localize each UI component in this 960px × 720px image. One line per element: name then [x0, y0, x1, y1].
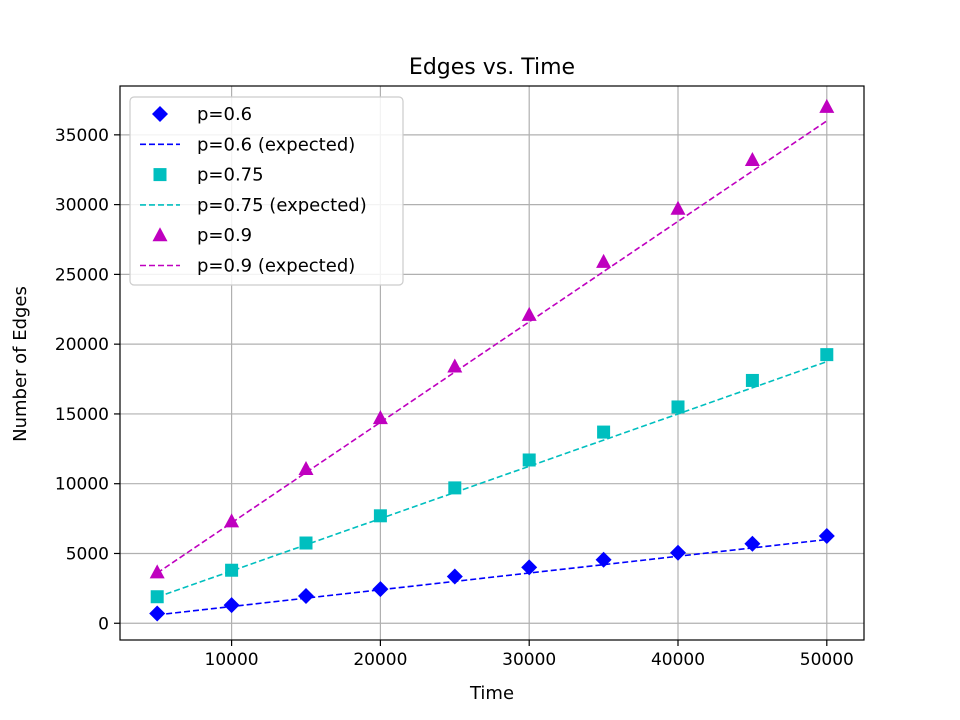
series-p-0-6-expected	[157, 538, 827, 616]
y-tick-label: 10000	[55, 475, 109, 495]
y-tick-label: 0	[98, 614, 109, 634]
axis-ticks: 10000 20000 30000 40000 50000 0 5000 10000 15000…	[55, 126, 854, 670]
series-layer	[149, 98, 835, 622]
data-point	[372, 410, 388, 425]
plot-frame	[119, 85, 865, 641]
y-axis-label: Number of Edges	[10, 286, 31, 442]
data-point	[521, 306, 537, 321]
data-point	[225, 563, 239, 577]
legend-label: p=0.75	[197, 165, 264, 186]
data-point	[820, 348, 834, 362]
series-p-0-75	[150, 348, 834, 604]
data-point	[522, 453, 536, 467]
data-point	[521, 559, 538, 576]
data-point	[745, 373, 759, 387]
data-point	[819, 98, 835, 113]
y-tick-label: 25000	[55, 265, 109, 285]
series-p-0-75-expected	[156, 360, 828, 598]
data-point	[744, 151, 760, 166]
x-axis-label: Time	[469, 683, 514, 704]
y-tick-label: 35000	[55, 126, 109, 146]
legend: p=0.6 p=0.6 (expected) p=0.75 p=0.75 (expec…	[129, 96, 404, 286]
expected-line	[156, 360, 828, 598]
data-point	[670, 200, 686, 215]
data-point	[149, 564, 165, 579]
legend-box	[129, 96, 404, 286]
legend-item: p=0.6	[152, 104, 252, 125]
data-point	[298, 588, 314, 605]
y-tick-label: 20000	[55, 335, 109, 355]
legend-item: p=0.75	[153, 165, 264, 186]
data-point	[597, 425, 611, 439]
legend-label: p=0.9	[197, 225, 252, 246]
legend-item: p=0.6 (expected)	[140, 134, 355, 155]
y-tick-label: 15000	[55, 405, 109, 425]
x-tick-label: 30000	[502, 650, 556, 670]
series-p-0-6	[149, 528, 835, 622]
data-point	[223, 597, 240, 614]
data-point	[298, 461, 314, 476]
legend-item: p=0.9	[152, 225, 252, 246]
series-p-0-9	[149, 98, 835, 579]
x-tick-label: 50000	[800, 650, 854, 670]
chart-title: Edges vs. Time	[409, 55, 575, 80]
data-point	[149, 605, 166, 622]
x-tick-label: 10000	[205, 650, 259, 670]
data-point	[671, 400, 685, 414]
y-tick-label: 30000	[55, 196, 109, 216]
data-point	[744, 535, 761, 552]
legend-label: p=0.75 (expected)	[197, 195, 367, 216]
legend-marker-swatch	[152, 106, 168, 122]
data-point	[372, 581, 389, 598]
data-point	[373, 509, 387, 523]
data-point	[447, 358, 463, 373]
legend-marker-swatch	[152, 227, 168, 242]
legend-marker-swatch	[153, 168, 167, 182]
data-point	[224, 513, 240, 528]
legend-item: p=0.75 (expected)	[140, 195, 367, 216]
legend-label: p=0.6 (expected)	[197, 134, 355, 155]
expected-line	[157, 538, 827, 616]
data-point	[446, 568, 463, 585]
data-point	[818, 528, 835, 545]
legend-label: p=0.9 (expected)	[197, 256, 355, 277]
data-point	[670, 544, 686, 561]
legend-label: p=0.6	[197, 104, 252, 125]
y-tick-label: 5000	[66, 544, 109, 564]
data-point	[596, 253, 612, 268]
x-tick-label: 40000	[651, 650, 705, 670]
x-tick-label: 20000	[353, 650, 407, 670]
legend-item: p=0.9 (expected)	[140, 256, 355, 277]
